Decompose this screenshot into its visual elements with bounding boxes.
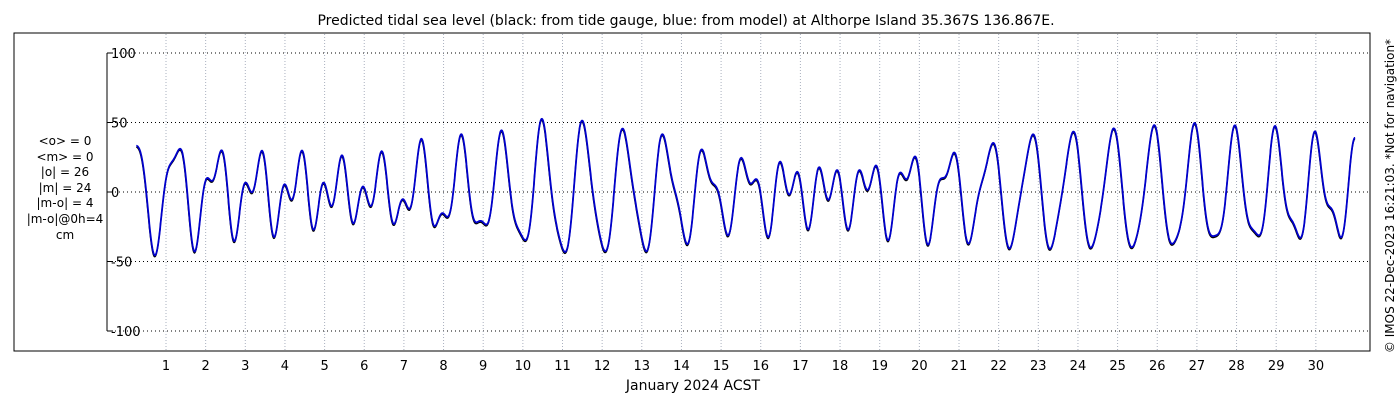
x-tick-label: 6 xyxy=(360,359,368,374)
stat-line: |m-o|@0h=4 xyxy=(26,211,104,226)
x-tick-label: 27 xyxy=(1189,359,1206,374)
x-tick-label: 26 xyxy=(1149,359,1166,374)
x-tick-label: 5 xyxy=(320,359,328,374)
x-tick-label: 25 xyxy=(1109,359,1126,374)
x-tick-label: 29 xyxy=(1268,359,1285,374)
y-tick-label: -100 xyxy=(111,325,141,340)
stat-line: <o> = 0 xyxy=(38,134,92,148)
statistics-panel: <o> = 0 <m> = 0 |o| = 26 |m| = 24 |m-o| = 4 |… xyxy=(20,134,110,243)
x-tick-label: 14 xyxy=(673,359,690,374)
x-tick-label: 1 xyxy=(162,359,170,374)
grid-lines xyxy=(107,34,1370,350)
stat-line: cm xyxy=(55,227,75,242)
stat-line: |m| = 24 xyxy=(38,180,92,195)
x-tick-label: 13 xyxy=(634,359,651,374)
x-tick-label: 16 xyxy=(752,359,769,374)
y-tick-label: 0 xyxy=(111,186,119,201)
x-tick-label: 11 xyxy=(554,359,571,374)
x-tick-label: 8 xyxy=(439,359,447,374)
x-tick-label: 15 xyxy=(713,359,730,374)
stat-line: <m> = 0 xyxy=(36,149,94,164)
x-tick-label: 9 xyxy=(479,359,487,374)
x-tick-label: 22 xyxy=(990,359,1007,374)
x-tick-label: 17 xyxy=(792,359,809,374)
series-line-gauge xyxy=(136,119,1356,258)
x-tick-label: 2 xyxy=(202,359,210,374)
series-line-model xyxy=(136,117,1356,257)
x-tick-label: 24 xyxy=(1070,359,1087,374)
x-tick-label: 28 xyxy=(1228,359,1245,374)
x-tick-label: 10 xyxy=(515,359,532,374)
x-tick-label: 7 xyxy=(400,359,408,374)
x-tick-label: 18 xyxy=(832,359,849,374)
y-tick-label: -50 xyxy=(111,256,132,271)
x-tick-label: 21 xyxy=(951,359,968,374)
plot-frame xyxy=(13,32,1371,352)
x-tick-label: 23 xyxy=(1030,359,1047,374)
x-tick-label: 12 xyxy=(594,359,611,374)
stat-line: |o| = 26 xyxy=(40,165,90,180)
copyright-notice: © IMOS 22-Dec-2023 16:21:03. *Not for na… xyxy=(1383,38,1397,354)
stat-line: |m-o| = 4 xyxy=(36,196,94,211)
x-tick-label: 19 xyxy=(871,359,888,374)
y-tick-label: 50 xyxy=(111,117,128,132)
y-tick-label: 100 xyxy=(111,47,136,62)
x-tick-label: 20 xyxy=(911,359,928,374)
x-tick-label: 4 xyxy=(281,359,289,374)
x-axis-label: January 2024 ACST xyxy=(625,378,761,394)
series-lines xyxy=(136,117,1356,258)
x-tick-label: 30 xyxy=(1308,359,1325,374)
chart-title: Predicted tidal sea level (black: from t… xyxy=(317,13,1054,29)
x-tick-label: 3 xyxy=(241,359,249,374)
